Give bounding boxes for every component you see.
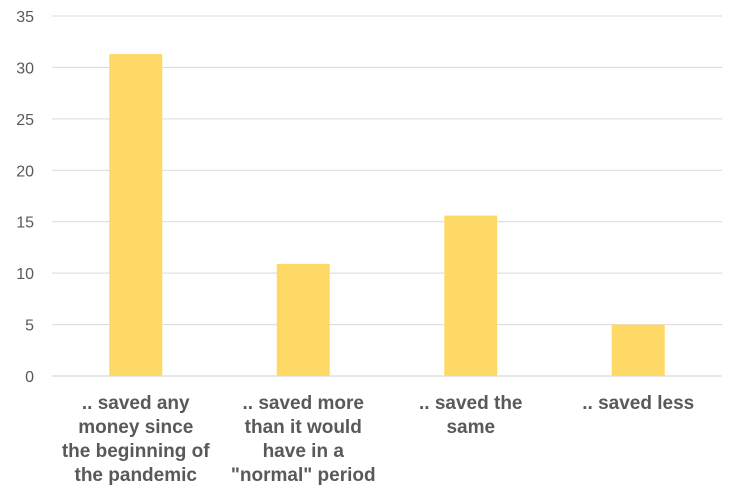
x-category-label-line: .. saved the — [419, 393, 523, 414]
y-tick-label: 35 — [16, 9, 34, 26]
x-category-label-line: .. saved any — [82, 393, 190, 414]
bar — [109, 54, 163, 377]
bar — [611, 324, 665, 376]
y-tick-label: 30 — [16, 60, 34, 77]
x-category-label-line: .. saved more — [243, 393, 364, 414]
x-category-label-line: than it would — [245, 417, 362, 438]
x-category-label-line: .. saved less — [582, 393, 694, 414]
x-axis-category-labels: .. saved any money since the beginning of t… — [62, 393, 694, 486]
bars — [109, 54, 665, 377]
gridlines — [52, 15, 722, 326]
bar — [444, 215, 498, 376]
y-tick-label: 5 — [25, 318, 34, 335]
y-tick-label: 20 — [16, 163, 34, 180]
x-category-label-line: the pandemic — [75, 465, 198, 486]
x-category-label-line: have in a — [263, 441, 345, 462]
x-category-label-line: money since — [78, 417, 193, 438]
y-tick-label: 10 — [16, 266, 34, 283]
bar — [276, 263, 330, 376]
x-category-label-line: "normal" period — [231, 465, 376, 486]
x-category-label-line: the beginning of — [62, 441, 210, 462]
y-tick-label: 15 — [16, 215, 34, 232]
x-category-label-line: same — [446, 417, 495, 438]
x-category-label: .. saved less — [582, 393, 694, 414]
x-category-label: .. saved the same — [419, 393, 523, 438]
y-tick-label: 0 — [25, 369, 34, 386]
y-axis-tick-labels: 0 5 10 15 20 25 30 35 — [16, 9, 34, 386]
y-tick-label: 25 — [16, 112, 34, 129]
x-category-label: .. saved any money since the beginning of t… — [62, 393, 210, 486]
x-category-label: .. saved more than it would have in a "norm… — [231, 393, 376, 486]
